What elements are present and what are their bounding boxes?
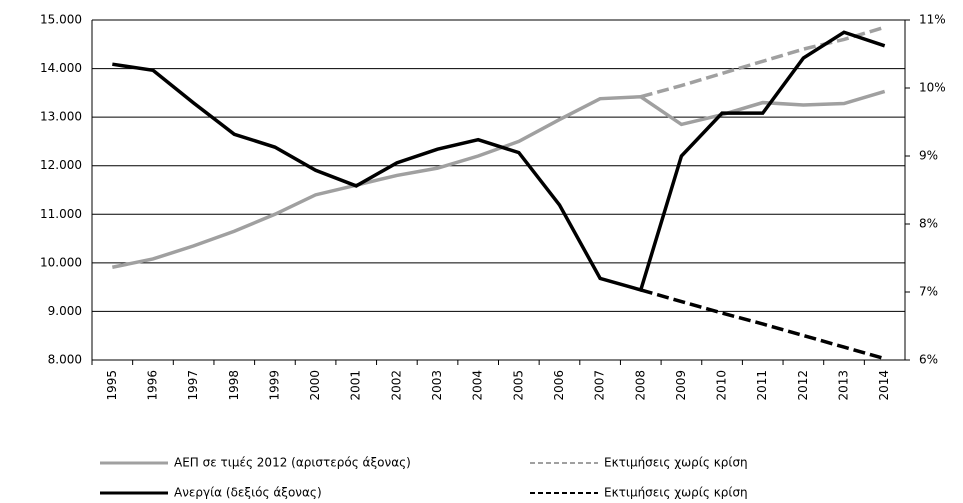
x-tick-label: 2000	[308, 370, 322, 401]
x-tick-label: 1995	[105, 370, 119, 401]
x-tick-label: 2013	[837, 370, 851, 401]
series-line	[112, 30, 886, 293]
y-tick-label: 13.000	[40, 110, 82, 124]
x-tick-label: 2002	[389, 370, 403, 401]
y-tick-label: 8.000	[48, 353, 82, 367]
x-tick-label: 1996	[145, 370, 159, 401]
y-tick-label: 11.000	[40, 207, 82, 221]
x-tick-label: 1997	[186, 370, 200, 401]
x-tick-label: 2004	[471, 370, 485, 401]
y2-tick-label: 8%	[919, 217, 938, 231]
x-tick-label: 2007	[593, 370, 607, 401]
y-tick-label: 10.000	[40, 255, 82, 269]
legend-label: Ανεργία (δεξιός άξονας)	[174, 486, 322, 500]
x-tick-label: 2014	[877, 370, 891, 401]
y-tick-label: 15.000	[40, 13, 82, 27]
legend-label: Εκτιμήσεις χωρίς κρίση	[604, 456, 748, 470]
x-tick-label: 2003	[430, 370, 444, 401]
x-tick-label: 2011	[755, 370, 769, 401]
series-line	[111, 89, 886, 269]
x-tick-label: 2012	[796, 370, 810, 401]
y-tick-label: 9.000	[48, 304, 82, 318]
x-tick-label: 2010	[715, 370, 729, 401]
y2-tick-label: 11%	[919, 13, 946, 27]
x-tick-label: 2005	[511, 370, 525, 401]
y-tick-label: 12.000	[40, 158, 82, 172]
series-line	[640, 288, 886, 361]
x-tick-label: 2001	[349, 370, 363, 401]
y2-tick-label: 7%	[919, 285, 938, 299]
legend-label: ΑΕΠ σε τιμές 2012 (αριστερός άξονας)	[174, 456, 411, 470]
x-tick-label: 2008	[633, 370, 647, 401]
y-tick-label: 14.000	[40, 61, 82, 75]
x-tick-label: 2006	[552, 370, 566, 401]
x-tick-label: 2009	[674, 370, 688, 401]
x-tick-label: 1998	[227, 370, 241, 401]
legend-label: Εκτιμήσεις χωρίς κρίση	[604, 486, 748, 500]
y2-tick-label: 10%	[919, 81, 946, 95]
series-line	[640, 25, 886, 99]
y2-tick-label: 6%	[919, 353, 938, 367]
y2-tick-label: 9%	[919, 149, 938, 163]
x-tick-label: 1999	[267, 370, 281, 401]
